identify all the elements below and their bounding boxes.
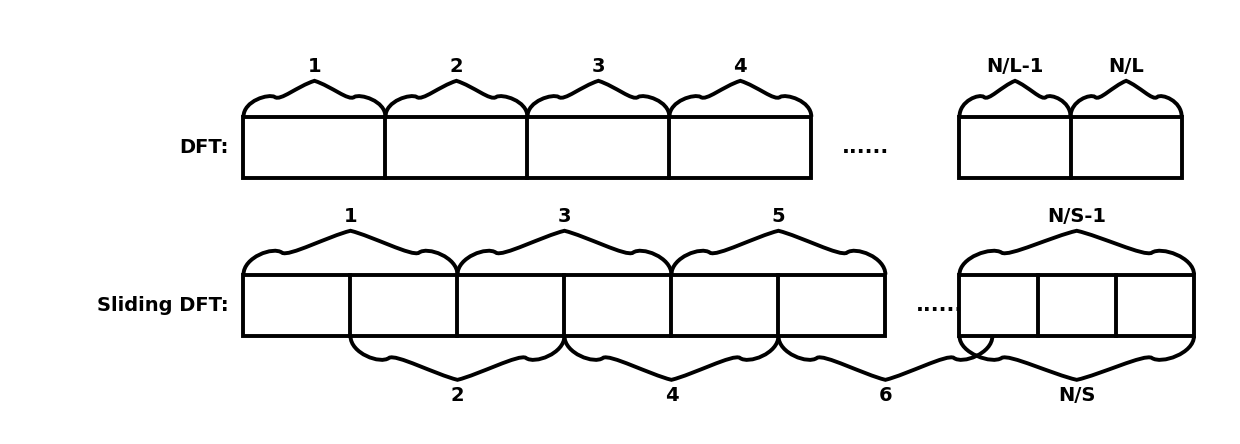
Text: N/L-1: N/L-1 [986, 56, 1044, 75]
Text: 3: 3 [558, 206, 572, 226]
Text: DFT:: DFT: [180, 138, 228, 157]
Text: N/L: N/L [1109, 56, 1145, 75]
Text: 6: 6 [879, 386, 893, 405]
Text: N/S-1: N/S-1 [1048, 206, 1106, 226]
Text: 2: 2 [450, 386, 464, 405]
Text: 2: 2 [450, 56, 464, 75]
Text: 1: 1 [343, 206, 357, 226]
Text: 1: 1 [308, 56, 321, 75]
Text: 3: 3 [591, 56, 605, 75]
Text: ......: ...... [916, 295, 963, 315]
Text: 4: 4 [734, 56, 748, 75]
Text: ......: ...... [842, 138, 889, 158]
Text: 4: 4 [665, 386, 678, 405]
Text: Sliding DFT:: Sliding DFT: [97, 296, 228, 315]
Text: N/S: N/S [1058, 386, 1095, 405]
Text: 5: 5 [771, 206, 785, 226]
